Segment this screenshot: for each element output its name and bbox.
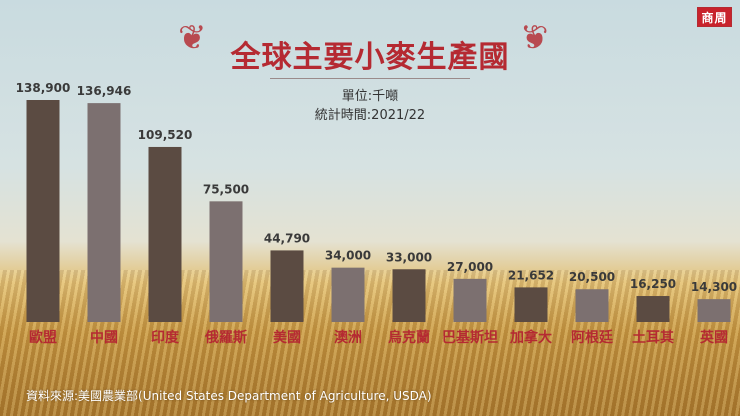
- category-label: 歐盟: [29, 329, 57, 346]
- bar: [331, 267, 365, 322]
- bar: [392, 269, 426, 322]
- category-label: 英國: [699, 329, 728, 346]
- value-label: 75,500: [203, 182, 249, 196]
- value-label: 20,500: [569, 270, 615, 284]
- bar: [270, 250, 304, 322]
- value-label: 16,250: [630, 277, 676, 291]
- bar: [636, 296, 670, 322]
- bar: [514, 287, 548, 322]
- category-label: 加拿大: [509, 329, 552, 346]
- title-divider: [270, 78, 470, 79]
- bar: [575, 289, 609, 322]
- period-label: 統計時間:2021/22: [314, 108, 426, 123]
- bar: [148, 146, 182, 322]
- source-note: 資料來源:美國農業部(United States Department of A…: [26, 389, 432, 403]
- unit-label: 單位:千噸: [341, 89, 399, 104]
- bar: [209, 201, 243, 322]
- category-label: 中國: [90, 329, 118, 346]
- wheat-left-icon: ❦: [178, 18, 207, 58]
- value-label: 44,790: [264, 231, 310, 245]
- category-label: 烏克蘭: [388, 329, 430, 346]
- category-label: 巴基斯坦: [442, 329, 498, 346]
- category-label: 土耳其: [632, 329, 674, 346]
- value-label: 136,946: [77, 84, 132, 98]
- bar: [453, 278, 487, 322]
- logo: 商周: [697, 7, 732, 27]
- bar: [87, 103, 121, 323]
- bar: [26, 100, 60, 322]
- category-label: 阿根廷: [571, 329, 614, 346]
- category-label: 澳洲: [334, 329, 362, 346]
- value-label: 109,520: [138, 128, 193, 142]
- value-label: 21,652: [508, 268, 554, 282]
- category-label: 印度: [151, 329, 180, 346]
- value-label: 27,000: [447, 260, 493, 274]
- category-label: 美國: [273, 329, 301, 346]
- bar: [697, 299, 731, 322]
- value-label: 33,000: [386, 250, 432, 264]
- value-label: 34,000: [325, 249, 371, 263]
- category-label: 俄羅斯: [204, 329, 247, 346]
- wheat-field-background: [0, 270, 740, 416]
- chart-title: 全球主要小麥生產國: [230, 40, 510, 75]
- value-label: 138,900: [16, 81, 71, 95]
- value-label: 14,300: [691, 280, 737, 294]
